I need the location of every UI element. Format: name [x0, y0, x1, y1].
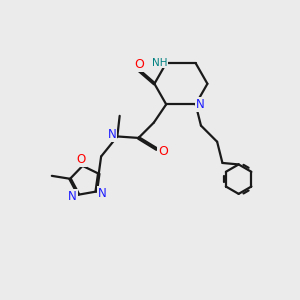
Text: NH: NH	[152, 58, 167, 68]
Text: O: O	[76, 153, 86, 166]
Text: N: N	[196, 98, 204, 111]
Text: N: N	[98, 187, 106, 200]
Text: O: O	[134, 58, 144, 70]
Text: O: O	[158, 145, 168, 158]
Text: N: N	[68, 190, 77, 203]
Text: N: N	[108, 128, 116, 142]
